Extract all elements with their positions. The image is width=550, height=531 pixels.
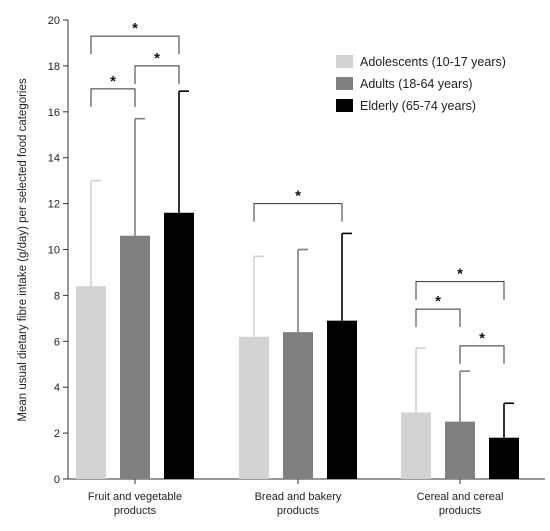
x-category-label: products bbox=[439, 505, 482, 517]
significance-bracket bbox=[90, 35, 180, 55]
significance-star: * bbox=[295, 188, 301, 205]
error-bars bbox=[90, 90, 514, 438]
bar bbox=[489, 437, 519, 479]
y-tick-label: 6 bbox=[54, 336, 60, 348]
significance-star: * bbox=[110, 73, 116, 90]
significance-bracket bbox=[415, 308, 461, 328]
legend-swatch bbox=[336, 99, 353, 112]
y-tick-label: 4 bbox=[54, 382, 60, 394]
y-tick-label: 0 bbox=[54, 474, 60, 486]
legend-label: Adults (18-64 years) bbox=[360, 77, 473, 91]
y-tick-label: 14 bbox=[48, 153, 60, 165]
legend-label: Adolescents (10-17 years) bbox=[360, 55, 506, 69]
bar bbox=[164, 212, 194, 479]
bar bbox=[401, 412, 431, 479]
y-tick-label: 12 bbox=[48, 199, 60, 211]
bar bbox=[239, 336, 269, 479]
y-tick-label: 8 bbox=[54, 290, 60, 302]
y-tick-label: 10 bbox=[48, 245, 60, 257]
y-tick-label: 2 bbox=[54, 428, 60, 440]
significance-bracket bbox=[90, 88, 136, 107]
y-tick-label: 18 bbox=[48, 61, 60, 73]
x-category-label: products bbox=[277, 505, 320, 517]
x-category-label: Bread and bakery bbox=[255, 491, 342, 503]
significance-bracket bbox=[253, 203, 343, 222]
significance-star: * bbox=[154, 50, 160, 67]
y-tick-label: 20 bbox=[48, 15, 60, 27]
significance-brackets: * * * * * * * bbox=[90, 20, 505, 364]
bar bbox=[120, 235, 150, 479]
x-category-label: products bbox=[114, 505, 157, 517]
bar bbox=[283, 332, 313, 479]
legend: Adolescents (10-17 years) Adults (18-64 y… bbox=[336, 55, 506, 113]
significance-bracket bbox=[415, 281, 505, 300]
y-tick-label: 16 bbox=[48, 107, 60, 119]
bar bbox=[76, 286, 106, 479]
significance-bracket bbox=[134, 65, 180, 84]
significance-star: * bbox=[479, 330, 485, 347]
significance-star: * bbox=[435, 293, 441, 310]
significance-star: * bbox=[457, 266, 463, 283]
significance-star: * bbox=[132, 20, 138, 37]
significance-bracket bbox=[459, 345, 505, 364]
bar bbox=[445, 421, 475, 479]
bar bbox=[327, 320, 357, 479]
legend-swatch bbox=[336, 55, 353, 68]
x-category-label: Fruit and vegetable bbox=[88, 491, 182, 503]
x-category-label: Cereal and cereal bbox=[417, 491, 504, 503]
bars bbox=[76, 212, 519, 479]
legend-label: Elderly (65-74 years) bbox=[360, 99, 476, 113]
legend-swatch bbox=[336, 77, 353, 90]
y-axis-title: Mean usual dietary fibre intake (g/day) … bbox=[17, 78, 29, 422]
axes: 0 2 4 6 8 10 12 14 16 18 20 Fruit and vegetable prod… bbox=[48, 15, 545, 517]
